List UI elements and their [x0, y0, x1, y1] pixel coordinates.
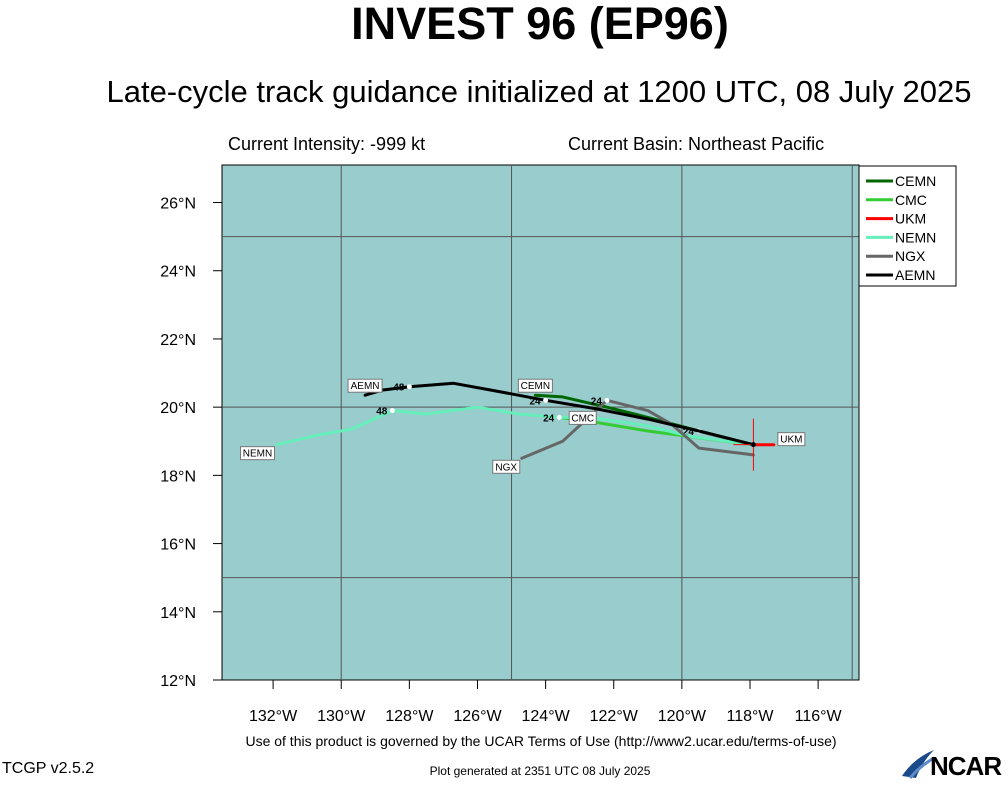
track-nemn	[275, 405, 755, 447]
track-end-label-box	[568, 410, 597, 425]
lat-tick-label: 16°N	[160, 537, 196, 554]
track-end-label: NEMN	[243, 449, 272, 460]
legend-label-cmc: CMC	[895, 192, 927, 208]
tau-point	[543, 397, 549, 403]
track-end-label-box	[492, 459, 521, 474]
lon-tick-label: 130°W	[317, 708, 366, 725]
tau-point	[389, 408, 395, 414]
lon-tick-label: 128°W	[385, 708, 434, 725]
track-aemn	[363, 381, 755, 447]
ncar-logo-text: NCAR	[930, 751, 1002, 781]
track-end-label-box	[240, 446, 276, 461]
ocean-background	[221, 164, 860, 681]
tau-label: 24	[543, 413, 555, 424]
current-basin: Current Basin: Northeast Pacific	[568, 134, 825, 154]
legend-label-ukm: UKM	[895, 211, 926, 227]
track-end-label-box	[517, 378, 553, 393]
generated-timestamp: Plot generated at 2351 UTC 08 July 2025	[429, 764, 651, 778]
track-end-label-box	[347, 378, 383, 393]
track-end-label: CMC	[571, 413, 594, 424]
page-subtitle: Late-cycle track guidance initialized at…	[106, 74, 972, 109]
lon-tick-label: 116°W	[795, 708, 843, 725]
track-end-label: UKM	[780, 435, 802, 446]
current-position-dot	[750, 442, 756, 448]
track-end-label: NGX	[495, 462, 517, 473]
lon-tick-label: 132°W	[249, 708, 298, 725]
ncar-logo: NCAR	[900, 748, 1008, 781]
track-ngx	[520, 398, 755, 460]
page-title: INVEST 96 (EP96)	[351, 0, 729, 49]
lon-tick-label: 122°W	[590, 708, 639, 725]
track-end-label: AEMN	[351, 381, 380, 392]
current-position-marker	[733, 418, 774, 471]
legend: CEMN CMC UKM NEMN NGX AEMN	[858, 165, 957, 287]
lon-tick-label: 126°W	[453, 708, 502, 725]
tau-point	[604, 397, 610, 403]
legend-box	[858, 165, 957, 287]
current-intensity: Current Intensity: -999 kt	[228, 134, 426, 154]
lat-tick-label: 18°N	[160, 468, 196, 485]
track-labels: CEMN CMC UKM NEMN NGX AEMN	[240, 378, 806, 474]
lat-tick-label: 26°N	[160, 196, 196, 213]
track-end-label-box	[777, 432, 806, 447]
lat-tick-label: 12°N	[160, 673, 196, 690]
legend-label-cemn: CEMN	[895, 173, 936, 189]
terms-of-use-note: Use of this product is governed by the U…	[245, 733, 837, 749]
tau-label: 48	[393, 383, 405, 394]
lon-tick-label: 118°W	[726, 708, 774, 725]
lon-tick-label: 124°W	[522, 708, 571, 725]
lat-tick-label: 20°N	[160, 400, 196, 417]
lat-tick-label: 24°N	[160, 264, 196, 281]
tau-point	[406, 384, 412, 390]
legend-label-ngx: NGX	[895, 248, 926, 264]
tau-label: 24	[591, 396, 603, 407]
tau-label: 24	[683, 427, 695, 438]
tau-point	[556, 414, 562, 420]
legend-label-aemn: AEMN	[895, 267, 935, 283]
tau-label: 24	[529, 396, 541, 407]
legend-label-nemn: NEMN	[895, 229, 936, 245]
track-end-label: CEMN	[521, 381, 550, 392]
lat-lon-grid	[222, 165, 859, 680]
tau-label: 48	[376, 407, 388, 418]
ncar-logo-icon	[902, 750, 935, 779]
lon-tick-label: 120°W	[658, 708, 707, 725]
lat-tick-label: 14°N	[160, 605, 196, 622]
version-label: TCGP v2.5.2	[2, 760, 95, 777]
map-axes: 132°W 130°W 128°W 126°W 124°W 122°W 120°W 118°W…	[160, 196, 842, 725]
lat-tick-label: 22°N	[160, 332, 196, 349]
